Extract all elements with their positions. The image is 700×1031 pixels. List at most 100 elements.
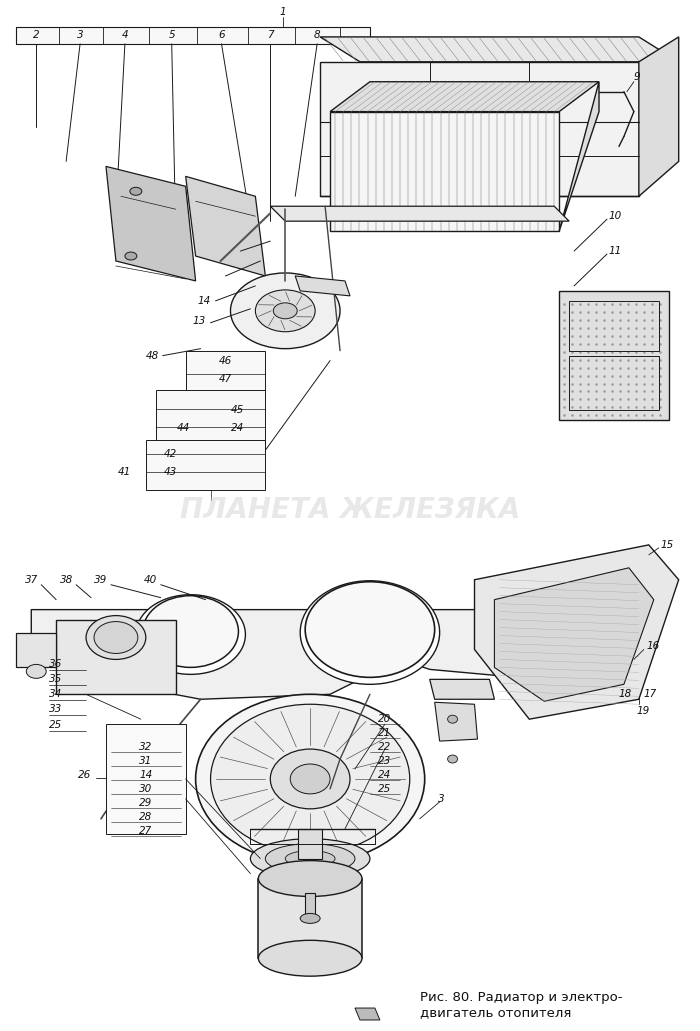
Bar	[298, 829, 322, 859]
Polygon shape	[186, 176, 265, 276]
Text: 25: 25	[378, 784, 391, 794]
Text: Рис. 80. Радиатор и электро-
двигатель отопителя: Рис. 80. Радиатор и электро- двигатель о…	[420, 991, 622, 1019]
Ellipse shape	[265, 843, 355, 873]
Polygon shape	[270, 206, 569, 222]
Text: 48: 48	[146, 351, 159, 361]
Polygon shape	[639, 37, 679, 196]
Text: 14: 14	[139, 770, 153, 780]
Bar	[186, 351, 265, 396]
Ellipse shape	[447, 755, 458, 763]
Bar	[569, 356, 659, 410]
Polygon shape	[559, 291, 668, 421]
Ellipse shape	[286, 851, 335, 867]
Ellipse shape	[273, 303, 298, 319]
Text: 37: 37	[25, 574, 38, 585]
Ellipse shape	[94, 622, 138, 654]
Polygon shape	[355, 1008, 380, 1020]
Text: 30: 30	[139, 784, 153, 794]
Ellipse shape	[447, 716, 458, 723]
Ellipse shape	[130, 188, 142, 195]
Polygon shape	[32, 609, 579, 699]
Text: 16: 16	[647, 641, 660, 652]
Text: 21: 21	[378, 728, 391, 738]
Text: 43: 43	[164, 467, 177, 477]
Bar	[146, 440, 265, 490]
Text: 13: 13	[193, 315, 206, 326]
Text: 38: 38	[60, 574, 73, 585]
Text: 8: 8	[314, 30, 321, 40]
Ellipse shape	[270, 750, 350, 809]
Text: 36: 36	[49, 660, 62, 669]
Text: 7: 7	[267, 30, 274, 40]
Text: 24: 24	[378, 770, 391, 780]
Bar	[258, 878, 362, 958]
Ellipse shape	[300, 580, 440, 685]
Polygon shape	[475, 544, 679, 720]
Text: 35: 35	[49, 674, 62, 685]
Ellipse shape	[125, 252, 136, 260]
Ellipse shape	[136, 595, 246, 674]
Text: 6: 6	[218, 30, 225, 40]
Text: 4: 4	[122, 30, 128, 40]
Text: ПЛАНЕТА ЖЕЛЕЗЯКА: ПЛАНЕТА ЖЕЛЕЗЯКА	[180, 496, 520, 524]
Ellipse shape	[143, 596, 239, 667]
Ellipse shape	[258, 940, 362, 976]
Bar	[16, 633, 56, 667]
Text: 3: 3	[77, 30, 83, 40]
Text: 1: 1	[280, 7, 286, 16]
Text: 17: 17	[644, 690, 657, 699]
Bar	[156, 391, 265, 445]
Text: 5: 5	[169, 30, 175, 40]
Bar	[16, 27, 370, 44]
Ellipse shape	[290, 764, 330, 794]
Text: 26: 26	[78, 770, 91, 780]
Bar	[305, 894, 315, 919]
Polygon shape	[494, 568, 654, 701]
Text: 44: 44	[177, 424, 190, 433]
Polygon shape	[106, 166, 195, 280]
Text: 42: 42	[164, 450, 177, 459]
Text: 47: 47	[219, 373, 232, 384]
Text: 19: 19	[637, 706, 650, 717]
Text: 20: 20	[378, 714, 391, 724]
Text: 33: 33	[49, 704, 62, 714]
Text: 14: 14	[197, 296, 211, 306]
Text: 18: 18	[619, 690, 632, 699]
Polygon shape	[320, 62, 639, 196]
Bar	[569, 301, 659, 351]
Text: 40: 40	[144, 574, 158, 585]
Text: 9: 9	[634, 72, 640, 81]
Text: 3: 3	[438, 794, 445, 804]
Text: 25: 25	[49, 721, 62, 730]
Polygon shape	[295, 276, 350, 296]
Text: 23: 23	[378, 756, 391, 766]
Polygon shape	[330, 81, 599, 111]
Ellipse shape	[305, 581, 435, 677]
Text: 22: 22	[378, 742, 391, 752]
Text: 45: 45	[231, 405, 244, 415]
Polygon shape	[435, 702, 477, 741]
Text: 29: 29	[139, 798, 153, 808]
Text: 31: 31	[139, 756, 153, 766]
Ellipse shape	[300, 913, 320, 924]
Ellipse shape	[211, 704, 410, 854]
Polygon shape	[330, 111, 559, 231]
Text: 10: 10	[609, 211, 622, 222]
Polygon shape	[430, 679, 494, 699]
Ellipse shape	[86, 616, 146, 660]
Text: 34: 34	[49, 690, 62, 699]
Text: 41: 41	[118, 467, 131, 477]
Bar	[106, 724, 186, 834]
Text: 32: 32	[139, 742, 153, 752]
Ellipse shape	[195, 694, 425, 864]
Ellipse shape	[230, 273, 340, 348]
Ellipse shape	[27, 664, 46, 678]
Text: 28: 28	[139, 811, 153, 822]
Ellipse shape	[256, 290, 315, 332]
Text: 24: 24	[231, 424, 244, 433]
Text: 11: 11	[609, 246, 622, 256]
Text: 46: 46	[219, 356, 232, 366]
Bar	[56, 620, 176, 694]
Text: 15: 15	[660, 540, 673, 550]
Polygon shape	[320, 37, 679, 62]
